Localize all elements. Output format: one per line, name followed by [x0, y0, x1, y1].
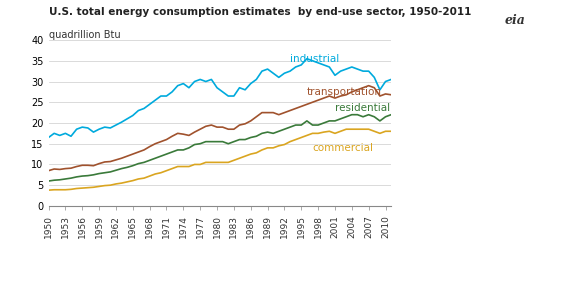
Text: U.S. total energy consumption estimates  by end-use sector, 1950-2011: U.S. total energy consumption estimates … — [49, 7, 471, 17]
Text: residential: residential — [335, 104, 390, 114]
Text: commercial: commercial — [312, 143, 373, 153]
Text: transportation: transportation — [307, 87, 382, 97]
Text: eia: eia — [504, 14, 525, 27]
Text: quadrillion Btu: quadrillion Btu — [49, 30, 120, 40]
Text: industrial: industrial — [290, 54, 339, 64]
